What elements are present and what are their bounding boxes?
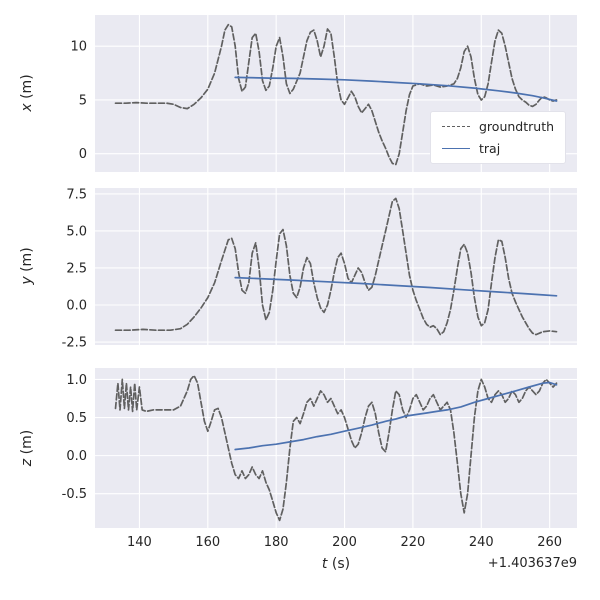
x-axis-offset-text: +1.403637e9: [487, 556, 577, 571]
traj-line: [234, 276, 558, 297]
ylabel-x-unit: (m): [19, 74, 35, 99]
traj-line: [234, 381, 558, 451]
traj-line: [234, 76, 558, 102]
x-tick-label: 140: [127, 535, 152, 550]
y-tick-label: 5: [79, 93, 87, 108]
legend-label-groundtruth: groundtruth: [479, 119, 555, 134]
x-tick-label: 260: [537, 535, 562, 550]
y-tick-label: 0.0: [66, 449, 87, 464]
groundtruth-line: [114, 197, 558, 336]
xlabel-var: t: [321, 556, 328, 572]
x-tick-label: 240: [469, 535, 494, 550]
y-tick-label: 0.5: [66, 411, 87, 426]
ylabel-z: z (m): [19, 430, 35, 466]
y-tick-label: 1.0: [66, 373, 87, 388]
legend-entry-traj: traj: [442, 141, 554, 156]
ylabel-y-var: y: [19, 276, 35, 285]
ylabel-y-unit: (m): [19, 247, 35, 272]
y-tick-label: 0.0: [66, 299, 87, 314]
ylabel-z-var: z: [19, 458, 35, 467]
axes-background: [95, 188, 577, 345]
ylabel-y: y (m): [19, 247, 35, 284]
solid-line-sample-icon: [442, 148, 470, 149]
dashed-line-sample-icon: [442, 126, 470, 127]
y-tick-label: 5.0: [66, 224, 87, 239]
legend: groundtruth traj: [430, 111, 567, 164]
x-tick-label: 220: [401, 535, 426, 550]
legend-entry-groundtruth: groundtruth: [442, 119, 554, 134]
y-tick-label: 0: [79, 147, 87, 162]
y-tick-label: -2.5: [62, 336, 87, 351]
xlabel: t (s): [322, 556, 350, 572]
ylabel-x: x (m): [19, 74, 35, 111]
x-tick-label: 160: [195, 535, 220, 550]
y-tick-label: 10: [70, 40, 87, 55]
y-tick-label: 7.5: [66, 187, 87, 202]
x-tick-label: 180: [264, 535, 289, 550]
axes-background: [95, 368, 577, 528]
groundtruth-line: [114, 23, 558, 166]
ylabel-z-unit: (m): [19, 429, 35, 455]
legend-label-traj: traj: [479, 141, 501, 156]
groundtruth-line: [114, 374, 558, 522]
x-tick-label: 200: [332, 535, 357, 550]
y-tick-label: 2.5: [66, 261, 87, 276]
xlabel-unit: (s): [331, 556, 351, 572]
ylabel-x-var: x: [19, 103, 35, 112]
y-tick-label: -0.5: [62, 487, 87, 502]
